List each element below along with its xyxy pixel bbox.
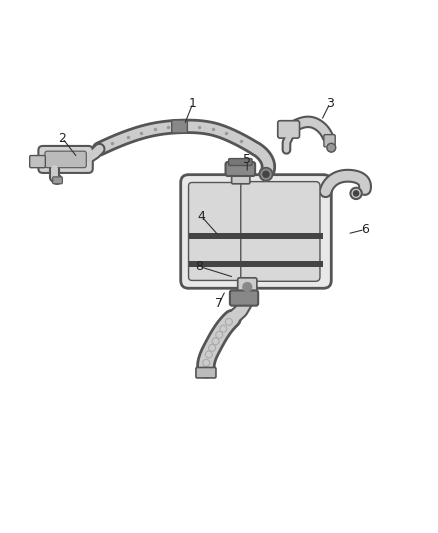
FancyBboxPatch shape <box>196 367 216 378</box>
FancyBboxPatch shape <box>238 278 257 294</box>
FancyBboxPatch shape <box>226 162 255 176</box>
FancyBboxPatch shape <box>39 146 93 173</box>
Text: 3: 3 <box>326 97 334 110</box>
FancyBboxPatch shape <box>324 135 335 147</box>
Text: 4: 4 <box>198 210 205 223</box>
Text: 5: 5 <box>243 154 251 166</box>
Text: 2: 2 <box>58 132 66 144</box>
FancyBboxPatch shape <box>30 156 46 168</box>
FancyBboxPatch shape <box>278 120 300 138</box>
Text: 1: 1 <box>189 97 197 110</box>
Polygon shape <box>188 261 323 266</box>
FancyBboxPatch shape <box>230 290 258 305</box>
FancyBboxPatch shape <box>53 177 62 184</box>
FancyBboxPatch shape <box>188 182 244 280</box>
FancyBboxPatch shape <box>241 182 320 281</box>
FancyBboxPatch shape <box>45 151 86 168</box>
Text: 8: 8 <box>195 260 203 273</box>
FancyBboxPatch shape <box>232 172 250 184</box>
Circle shape <box>327 143 336 152</box>
Circle shape <box>263 171 269 177</box>
FancyBboxPatch shape <box>172 120 187 133</box>
Text: 7: 7 <box>215 297 223 310</box>
Circle shape <box>350 188 362 199</box>
Polygon shape <box>188 232 323 239</box>
FancyBboxPatch shape <box>229 158 252 166</box>
FancyBboxPatch shape <box>181 175 331 288</box>
Circle shape <box>259 168 272 181</box>
Text: 6: 6 <box>361 223 369 236</box>
Circle shape <box>243 282 252 292</box>
Circle shape <box>353 191 359 196</box>
